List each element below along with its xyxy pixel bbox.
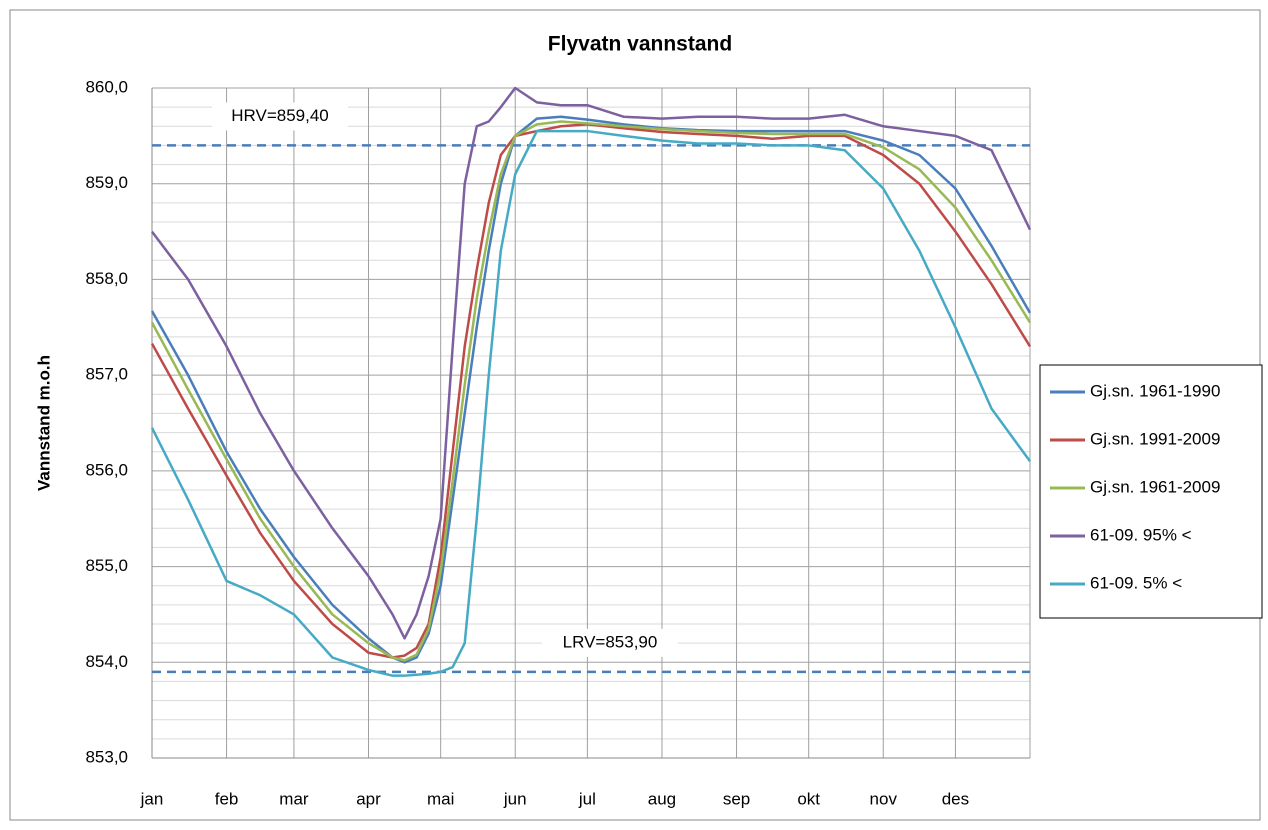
series-line (150, 115, 1032, 664)
y-tick-label: 855,0 (85, 556, 128, 575)
x-tick-label: sep (723, 789, 750, 808)
y-tick-label: 853,0 (85, 747, 128, 766)
x-tick-label: mar (279, 789, 309, 808)
x-tick-label: feb (215, 789, 239, 808)
x-tick-label: mai (427, 789, 454, 808)
legend-label: Gj.sn. 1991-2009 (1090, 429, 1220, 448)
x-tick-label: des (942, 789, 969, 808)
annotation-box (542, 628, 678, 657)
x-tick-label: okt (797, 789, 820, 808)
legend-label: 61-09. 95% < (1090, 525, 1192, 544)
series-line (151, 86, 1032, 640)
legend-label: 61-09. 5% < (1090, 573, 1182, 592)
y-axis-label: Vannstand m.o.h (34, 355, 53, 491)
legend-label: Gj.sn. 1961-1990 (1090, 381, 1220, 400)
series-line (150, 120, 1032, 662)
annotation: LRV=853,90 (563, 632, 658, 651)
x-tick-label: jun (503, 789, 527, 808)
x-tick-label: jul (578, 789, 596, 808)
legend-label: Gj.sn. 1961-2009 (1090, 477, 1220, 496)
x-tick-label: nov (870, 789, 898, 808)
legend-box (1039, 364, 1263, 619)
series-line (150, 123, 1032, 659)
annotation-box (212, 102, 348, 131)
x-tick-label: jan (140, 789, 164, 808)
y-tick-label: 860,0 (85, 77, 128, 96)
y-tick-label: 856,0 (85, 460, 128, 479)
x-tick-label: aug (648, 789, 676, 808)
y-tick-label: 857,0 (85, 365, 128, 384)
chart-title: Flyvatn vannstand (548, 33, 732, 56)
x-tick-label: apr (356, 789, 381, 808)
series-line (150, 129, 1032, 677)
annotation: HRV=859,40 (231, 106, 329, 125)
y-tick-label: 854,0 (85, 652, 128, 671)
y-tick-label: 859,0 (85, 173, 128, 192)
y-tick-label: 858,0 (85, 269, 128, 288)
